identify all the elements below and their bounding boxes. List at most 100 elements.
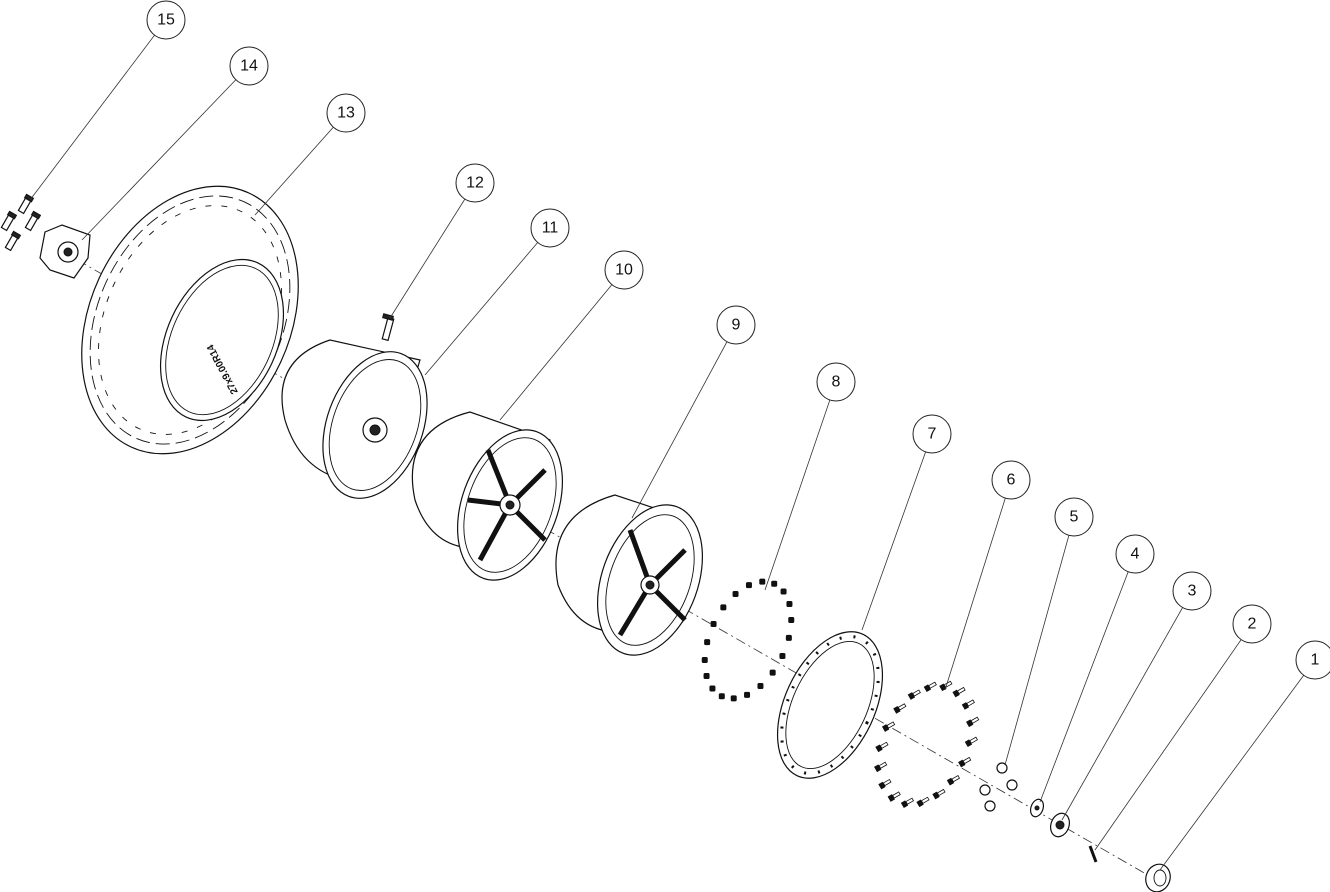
callout-number: 15 [157, 12, 175, 29]
nut [771, 580, 778, 587]
callout-circle [716, 305, 756, 345]
leader-line [389, 182, 476, 319]
leader-line [1094, 623, 1253, 851]
nut [730, 695, 737, 702]
callout-4: 4 [1039, 534, 1155, 803]
bolt [881, 721, 896, 732]
nut [786, 600, 793, 607]
callout-circle [326, 93, 366, 133]
leader-line [1039, 553, 1136, 803]
part-14-hub [39, 224, 91, 279]
callout-13: 13 [254, 93, 366, 216]
nut [779, 653, 786, 660]
bolt [923, 681, 937, 693]
bolt [939, 680, 953, 692]
callout-circle [1172, 571, 1212, 611]
callout-2: 2 [1094, 604, 1272, 851]
bolt [874, 761, 888, 773]
part-5-lug-nuts [979, 762, 1018, 812]
callout-number: 5 [1070, 509, 1079, 526]
callout-circle [816, 362, 856, 402]
part-7-beadlock-ring [776, 631, 884, 779]
bolt [966, 716, 980, 728]
part-15-bolts [0, 193, 42, 252]
bolt [875, 741, 889, 753]
callout-number: 6 [1007, 472, 1016, 489]
callout-circle [1115, 534, 1155, 574]
callout-10: 10 [499, 250, 644, 421]
callout-1: 1 [1159, 640, 1330, 871]
callout-number: 7 [928, 426, 937, 443]
callout-number: 12 [466, 175, 484, 192]
callout-number: 8 [832, 374, 841, 391]
callout-circle [991, 460, 1031, 500]
nut [720, 604, 727, 611]
callout-circle [1232, 604, 1272, 644]
nut [704, 639, 711, 646]
callout-circle [229, 46, 269, 86]
nut [710, 620, 717, 627]
nut [788, 616, 795, 623]
part-6-bolts [874, 680, 980, 809]
nut [780, 588, 787, 595]
callout-5: 5 [1004, 497, 1094, 766]
bolt [952, 686, 966, 698]
part-8-nuts [701, 578, 795, 702]
nut [757, 683, 764, 690]
leader-line [499, 269, 625, 421]
nut [709, 685, 716, 692]
callout-circle [604, 250, 644, 290]
leader-line [944, 479, 1012, 691]
nut [701, 657, 708, 664]
bolt [946, 775, 961, 786]
bolt [961, 699, 975, 710]
callout-number: 3 [1188, 583, 1197, 600]
part-11-rim [281, 339, 428, 499]
leader-line [1004, 516, 1075, 766]
bolt [893, 703, 907, 714]
bolt [907, 689, 921, 700]
bolt [932, 788, 946, 800]
callout-number: 9 [732, 317, 741, 334]
leader-line [1061, 590, 1193, 821]
part-10-wheel [411, 411, 564, 581]
callout-number: 11 [542, 220, 559, 237]
bolt [958, 756, 972, 768]
bolt [900, 797, 915, 809]
leader-line [861, 433, 933, 631]
nut [744, 691, 751, 698]
part-12-valve-stem [381, 313, 395, 342]
part-1-center-cap [1145, 863, 1171, 892]
nut [718, 693, 725, 700]
bolt [916, 796, 930, 808]
leader-line [424, 227, 551, 376]
leader-line [81, 65, 250, 241]
callout-6: 6 [944, 460, 1031, 691]
callout-circle [1295, 640, 1330, 680]
leader-line [764, 381, 837, 591]
callout-number: 4 [1131, 546, 1140, 563]
bolt [878, 778, 892, 790]
nut [732, 590, 739, 597]
callout-circle [530, 208, 570, 248]
callout-3: 3 [1061, 571, 1212, 821]
nut [759, 578, 766, 585]
callout-15: 15 [29, 0, 186, 201]
leader-line [254, 112, 347, 216]
callout-11: 11 [424, 208, 570, 376]
nut [703, 673, 710, 680]
leader-line [631, 324, 737, 519]
part-2-cotter-pin [1088, 845, 1098, 863]
callout-7: 7 [861, 414, 952, 631]
leader-line [29, 19, 167, 201]
callout-number: 10 [615, 262, 633, 279]
callout-circle [146, 0, 186, 40]
callout-number: 2 [1248, 616, 1257, 633]
nut [745, 582, 752, 589]
callout-number: 14 [240, 58, 258, 75]
nut [785, 634, 792, 641]
part-4-washer [1029, 798, 1045, 818]
callout-number: 13 [337, 105, 355, 122]
callout-14: 14 [81, 46, 269, 241]
callout-circle [912, 414, 952, 454]
